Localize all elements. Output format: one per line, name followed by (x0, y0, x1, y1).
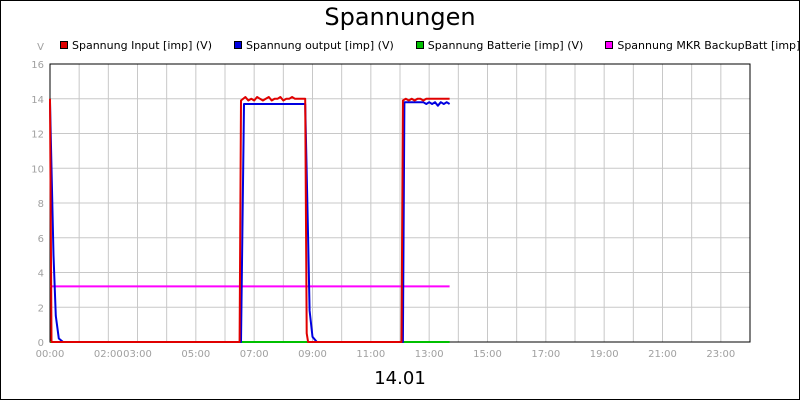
legend: Spannung Input [imp] (V) Spannung output… (60, 38, 800, 52)
legend-item-output: Spannung output [imp] (V) (234, 38, 394, 52)
legend-swatch-backupbatt (605, 41, 614, 49)
x-tick-label: 17:00 (531, 349, 560, 360)
y-tick-label: 0 (38, 338, 44, 349)
legend-label-output: Spannung output [imp] (V) (246, 38, 394, 52)
legend-item-backupbatt: Spannung MKR BackupBatt [imp] (V) (605, 38, 800, 52)
legend-item-input: Spannung Input [imp] (V) (60, 38, 212, 52)
x-tick-label: 23:00 (706, 349, 735, 360)
x-tick-label: 15:00 (473, 349, 502, 360)
x-tick-label: 19:00 (590, 349, 619, 360)
x-tick-label: 11:00 (356, 349, 385, 360)
y-tick-label: 12 (31, 130, 44, 141)
x-axis-label: 14.01 (374, 368, 426, 389)
x-tick-label: 07:00 (240, 349, 269, 360)
y-axis-label: V (37, 42, 44, 53)
chart-title: Spannungen (324, 3, 476, 31)
series-line-0 (49, 96, 450, 343)
x-tick-label: 09:00 (298, 349, 327, 360)
y-tick-label: 2 (38, 303, 44, 314)
x-tick-label: 21:00 (648, 349, 677, 360)
legend-label-backupbatt: Spannung MKR BackupBatt [imp] (V) (617, 38, 800, 52)
legend-label-input: Spannung Input [imp] (V) (72, 38, 212, 52)
y-tick-label: 8 (38, 199, 44, 210)
x-tick-label: 03:00 (123, 349, 152, 360)
y-tick-label: 16 (31, 60, 44, 71)
y-tick-label: 4 (38, 269, 44, 280)
x-tick-label: 13:00 (415, 349, 444, 360)
y-tick-label: 6 (38, 234, 44, 245)
y-tick-label: 10 (31, 164, 44, 175)
legend-swatch-output (234, 41, 242, 49)
x-tick-label: 00:00 (36, 349, 65, 360)
x-tick-label: 05:00 (181, 349, 210, 360)
legend-label-batterie: Spannung Batterie [imp] (V) (427, 38, 584, 52)
x-tick-label: 02:00 (94, 349, 123, 360)
legend-swatch-batterie (415, 41, 424, 49)
legend-item-batterie: Spannung Batterie [imp] (V) (415, 38, 584, 52)
y-tick-label: 14 (31, 95, 44, 106)
legend-swatch-input (60, 41, 68, 49)
